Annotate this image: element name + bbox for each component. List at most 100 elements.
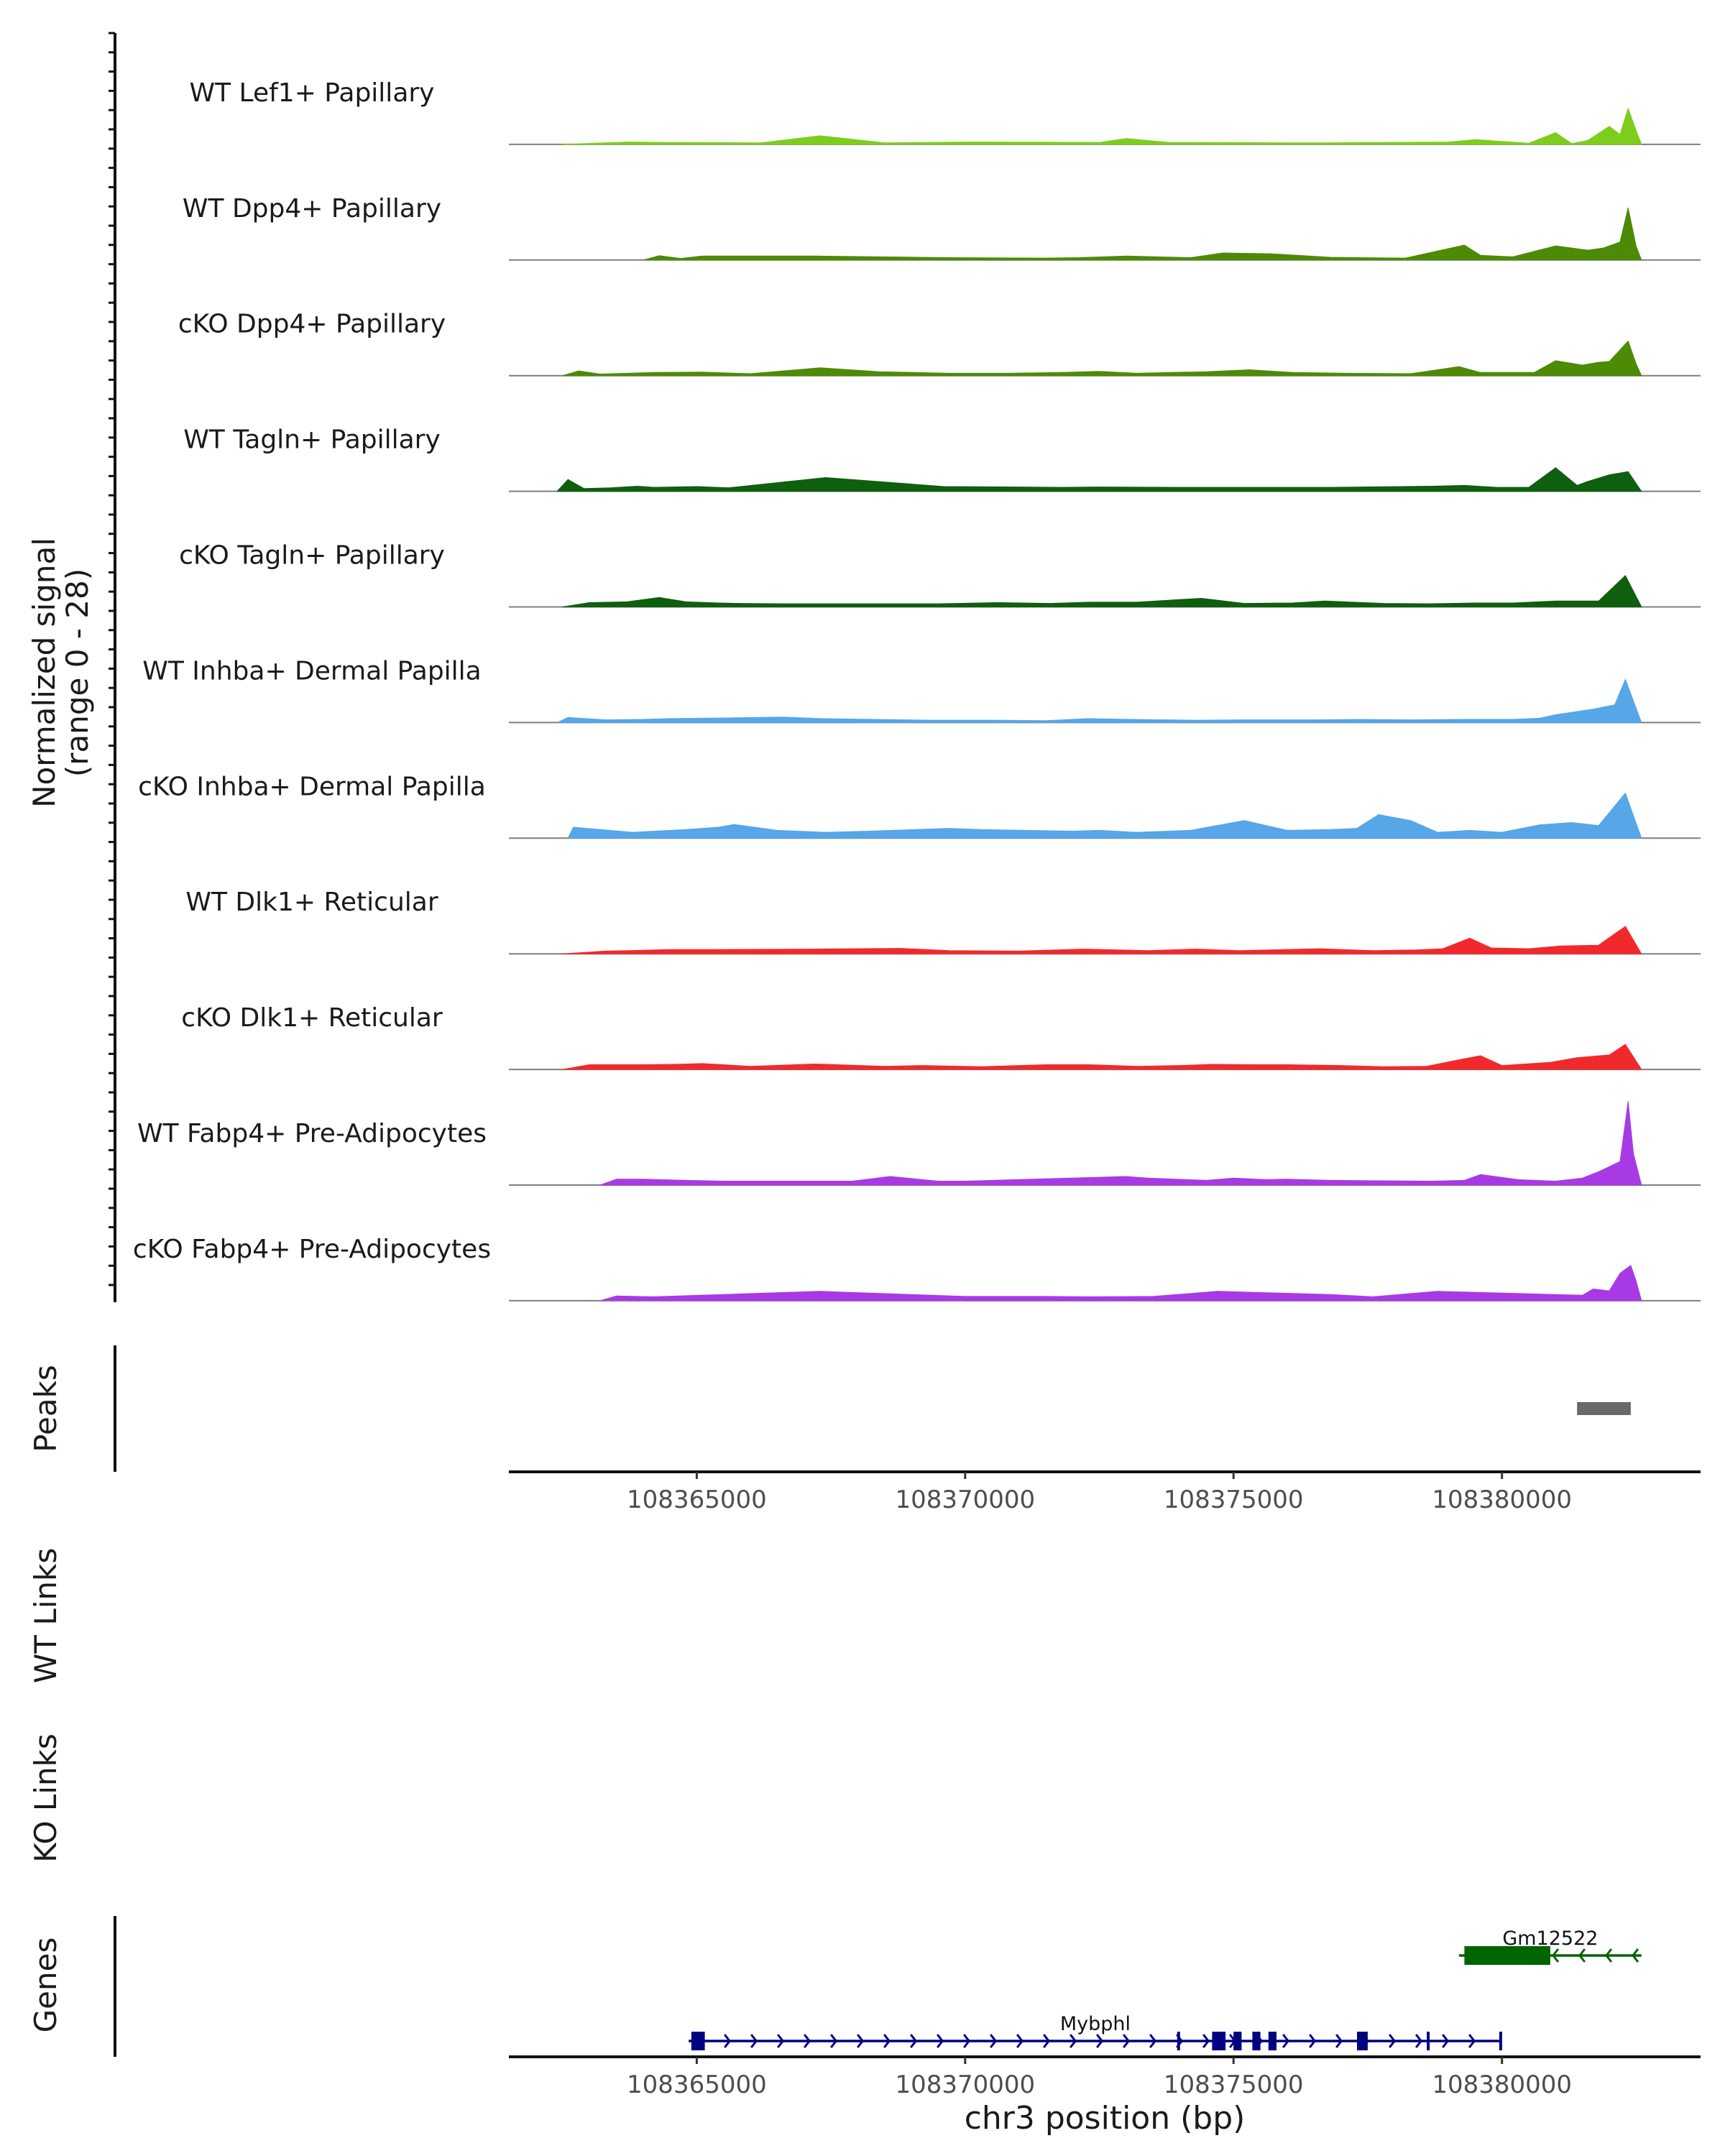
strand-arrow	[857, 2034, 865, 2048]
track-coverage-area	[562, 926, 1642, 954]
x-tick-label: 108365000	[627, 1485, 767, 1514]
coverage-track: cKO Fabp4+ Pre-Adipocytes	[133, 1235, 1701, 1302]
gene-exon	[1268, 2032, 1276, 2050]
strand-arrow	[1552, 1948, 1560, 1963]
track-coverage-area	[556, 678, 1642, 723]
signal-axis-title: Normalized signal (range 0 - 28)	[27, 538, 95, 808]
genes-track-title: Genes	[28, 1938, 63, 2033]
gene-exon	[1427, 2032, 1430, 2050]
gene-exon	[1499, 2032, 1502, 2050]
track-coverage-area	[556, 467, 1642, 492]
gene-exon	[1233, 2032, 1242, 2050]
strand-arrow	[1016, 2034, 1024, 2048]
gene-exon	[1464, 1946, 1550, 1965]
gene-exon	[691, 2032, 705, 2050]
track-coverage-area	[599, 1265, 1642, 1302]
strand-arrow	[1282, 2034, 1290, 2048]
track-label: WT Inhba+ Dermal Papilla	[142, 656, 481, 686]
strand-arrow	[1442, 2034, 1450, 2048]
strand-arrow	[883, 2034, 891, 2048]
track-label: cKO Tagln+ Papillary	[179, 541, 445, 571]
track-coverage-area	[562, 341, 1642, 377]
gene-exon	[1212, 2032, 1226, 2050]
x-tick-label: 108370000	[895, 2070, 1035, 2099]
signal-axis-title-line1: Normalized signal	[27, 538, 62, 808]
strand-arrow	[724, 2034, 732, 2048]
x-axis-title: chr3 position (bp)	[965, 2100, 1246, 2137]
ko-links-track-title: KO Links	[28, 1733, 63, 1863]
x-tick-label: 108375000	[1164, 2070, 1304, 2099]
track-coverage-area	[562, 575, 1642, 607]
strand-arrow	[777, 2034, 785, 2048]
track-coverage-area	[599, 1101, 1642, 1186]
signal-axis	[109, 32, 116, 1302]
wt-links-track-title: WT Links	[28, 1548, 63, 1683]
strand-arrow	[750, 2034, 758, 2048]
strand-arrow	[1070, 2034, 1077, 2048]
track-label: cKO Dlk1+ Reticular	[181, 1003, 443, 1033]
gene-exon	[1177, 2032, 1180, 2050]
gene-model: Mybphl	[689, 2013, 1502, 2050]
gene-exon	[1357, 2032, 1368, 2050]
strand-arrow	[963, 2034, 971, 2048]
gene-label: Gm12522	[1502, 1927, 1598, 1950]
x-tick-label: 108380000	[1432, 2070, 1572, 2099]
strand-arrow	[1149, 2034, 1157, 2048]
track-label: WT Dlk1+ Reticular	[185, 888, 438, 917]
gene-exon	[1252, 2032, 1261, 2050]
strand-arrow	[1335, 2034, 1343, 2048]
coverage-track: WT Tagln+ Papillary	[183, 425, 1701, 492]
x-tick-label: 108375000	[1164, 1485, 1304, 1514]
x-axis-genes: 108365000 108370000 108375000 108380000	[509, 2055, 1701, 2099]
gene-label: Mybphl	[1060, 2013, 1131, 2035]
gene-model: Gm12522	[1458, 1927, 1642, 1965]
strand-arrow	[1309, 2034, 1317, 2048]
coverage-track: WT Dlk1+ Reticular	[185, 888, 1701, 955]
coverage-tracks: WT Lef1+ Papillary WT Dpp4+ Papillary cKO …	[133, 78, 1701, 1302]
x-tick-label: 108365000	[627, 2070, 767, 2099]
track-coverage-area	[562, 1044, 1642, 1070]
track-coverage-area	[643, 207, 1642, 261]
coverage-track: WT Inhba+ Dermal Papilla	[142, 656, 1701, 724]
coverage-track: WT Lef1+ Papillary	[190, 78, 1701, 145]
strand-arrow	[1043, 2034, 1051, 2048]
strand-arrow	[1468, 2034, 1476, 2048]
coverage-track: WT Fabp4+ Pre-Adipocytes	[137, 1101, 1701, 1186]
x-axis-peaks: 108365000 108370000 108375000 108380000	[509, 1470, 1701, 1514]
track-label: WT Lef1+ Papillary	[190, 78, 435, 108]
track-coverage-area	[567, 793, 1642, 839]
signal-axis-title-line2: (range 0 - 28)	[60, 568, 95, 777]
track-label: WT Fabp4+ Pre-Adipocytes	[137, 1119, 487, 1148]
strand-arrow	[1605, 1948, 1613, 1963]
coverage-track: cKO Dlk1+ Reticular	[181, 1003, 1701, 1071]
coverage-track: WT Dpp4+ Papillary	[183, 194, 1701, 261]
strand-arrow	[1415, 2034, 1423, 2048]
coverage-track: cKO Tagln+ Papillary	[179, 541, 1701, 608]
strand-arrow	[804, 2034, 811, 2048]
track-label: cKO Fabp4+ Pre-Adipocytes	[133, 1235, 491, 1264]
track-coverage-area	[562, 108, 1642, 145]
strand-arrow	[1123, 2034, 1131, 2048]
track-label: cKO Dpp4+ Papillary	[178, 310, 446, 339]
strand-arrow	[1578, 1948, 1586, 1963]
track-label: WT Tagln+ Papillary	[183, 425, 441, 455]
strand-arrow	[1096, 2034, 1104, 2048]
track-label: WT Dpp4+ Papillary	[183, 194, 441, 224]
genes-track: Gm12522 Mybphl	[114, 1916, 1642, 2057]
strand-arrow	[830, 2034, 838, 2048]
track-label: cKO Inhba+ Dermal Papilla	[138, 772, 486, 801]
strand-arrow	[1202, 2034, 1210, 2048]
peak-region	[1577, 1402, 1631, 1415]
peaks-track-title: Peaks	[28, 1365, 63, 1452]
coverage-track: cKO Inhba+ Dermal Papilla	[138, 772, 1701, 839]
x-tick-label: 108370000	[895, 1485, 1035, 1514]
strand-arrow	[910, 2034, 918, 2048]
strand-arrow	[937, 2034, 944, 2048]
peaks-track	[114, 1345, 1631, 1472]
strand-arrow	[1389, 2034, 1397, 2048]
coverage-track: cKO Dpp4+ Papillary	[178, 310, 1701, 377]
strand-arrow	[990, 2034, 998, 2048]
strand-arrow	[1632, 1948, 1639, 1963]
x-tick-label: 108380000	[1432, 1485, 1572, 1514]
